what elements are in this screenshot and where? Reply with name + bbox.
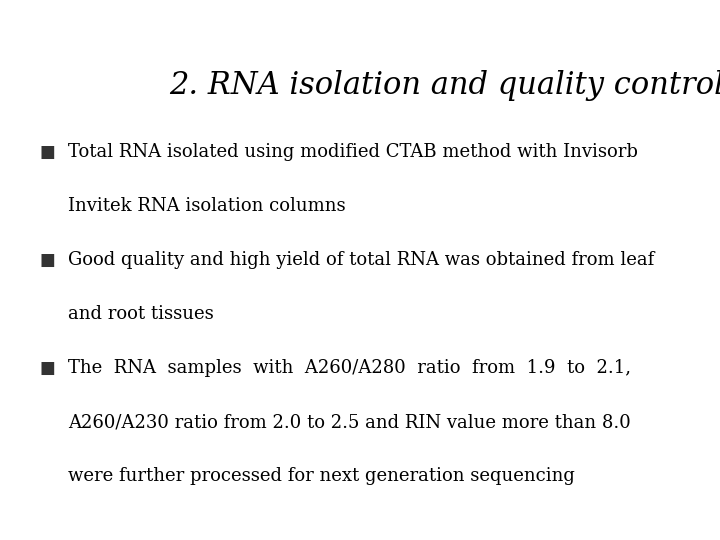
Text: ■: ■ <box>40 359 55 377</box>
Text: and root tissues: and root tissues <box>68 305 214 323</box>
Text: Total RNA isolated using modified CTAB method with Invisorb: Total RNA isolated using modified CTAB m… <box>68 143 638 161</box>
Text: The  RNA  samples  with  A260/A280  ratio  from  1.9  to  2.1,: The RNA samples with A260/A280 ratio fro… <box>68 359 631 377</box>
Text: were further processed for next generation sequencing: were further processed for next generati… <box>68 467 575 485</box>
Text: ■: ■ <box>40 143 55 161</box>
Text: Invitek RNA isolation columns: Invitek RNA isolation columns <box>68 197 346 215</box>
Text: A260/A230 ratio from 2.0 to 2.5 and RIN value more than 8.0: A260/A230 ratio from 2.0 to 2.5 and RIN … <box>68 413 631 431</box>
Text: ■: ■ <box>40 251 55 269</box>
Text: Good quality and high yield of total RNA was obtained from leaf: Good quality and high yield of total RNA… <box>68 251 654 269</box>
Text: 2. RNA isolation and quality control: 2. RNA isolation and quality control <box>169 70 720 101</box>
